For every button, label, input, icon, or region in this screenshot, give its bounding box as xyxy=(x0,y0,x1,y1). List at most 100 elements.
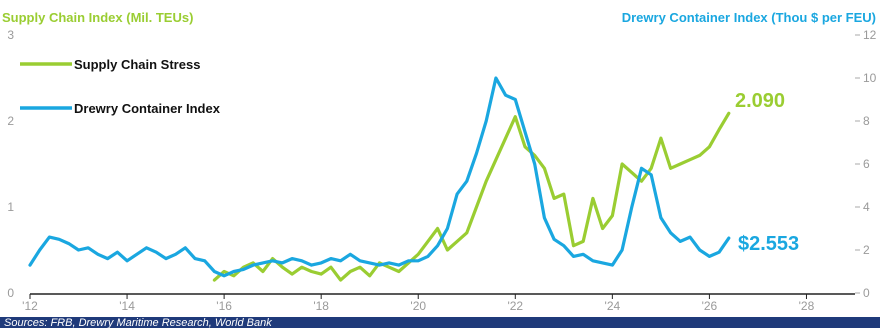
drewry-container-index-point xyxy=(67,242,70,245)
supply-chain-stress-point xyxy=(271,257,274,260)
supply-chain-stress-point xyxy=(689,158,691,161)
right-y-tick-label: 4 xyxy=(863,200,870,214)
drewry-container-index-point xyxy=(106,257,109,260)
supply-chain-stress-point xyxy=(485,180,488,183)
supply-chain-stress-point xyxy=(310,270,313,273)
x-tick-label: '14 xyxy=(119,299,135,313)
supply-chain-stress-point xyxy=(514,115,517,118)
drewry-container-index-point xyxy=(320,262,323,264)
supply-chain-stress-point xyxy=(339,279,342,281)
supply-chain-stress-point xyxy=(562,193,565,196)
supply-chain-stress-point xyxy=(417,253,420,256)
left-y-tick-label: 3 xyxy=(7,28,14,42)
supply-chain-stress-point xyxy=(359,266,361,269)
drewry-container-index-point xyxy=(135,253,138,256)
drewry-container-index-point xyxy=(232,270,235,273)
drewry-container-index-point xyxy=(77,249,80,251)
drewry-container-index-point xyxy=(271,259,274,262)
drewry-container-index-point xyxy=(194,257,196,260)
supply-chain-stress-point xyxy=(669,167,672,170)
supply-chain-stress-point xyxy=(630,171,633,174)
supply-chain-stress-line xyxy=(212,111,731,282)
supply-chain-stress-point xyxy=(640,180,643,183)
drewry-container-index-point xyxy=(174,253,177,256)
supply-chain-stress-point xyxy=(252,262,255,264)
drewry-container-index-point xyxy=(495,77,497,79)
x-tick-label: '16 xyxy=(216,299,232,313)
right-y-tick-label: 6 xyxy=(863,157,870,171)
supply-chain-stress-point xyxy=(330,266,332,269)
drewry-container-index-point xyxy=(592,259,594,262)
drewry-container-index-point xyxy=(679,240,682,243)
drewry-container-index-point xyxy=(650,173,653,176)
supply-chain-stress-point xyxy=(223,270,226,273)
end-value-labels: 2.090 $2.553 xyxy=(735,90,799,255)
supply-chain-stress-point xyxy=(504,137,507,140)
drewry-container-index-point xyxy=(242,268,245,271)
drewry-container-index-point xyxy=(252,264,255,266)
right-y-axis: 0 2 4 6 8 10 12 xyxy=(855,28,877,300)
supply-chain-stress-point xyxy=(679,163,682,165)
supply-chain-stress-point xyxy=(436,227,439,230)
drewry-container-index-point xyxy=(116,251,119,254)
supply-chain-stress-point xyxy=(727,112,730,115)
supply-chain-stress-point xyxy=(650,167,653,170)
drewry-container-index-point xyxy=(621,249,623,251)
drewry-container-index-point xyxy=(87,246,90,249)
drewry-container-index-point xyxy=(427,255,429,258)
left-axis-title: Supply Chain Index (Mil. TEUs) xyxy=(2,10,193,25)
drewry-container-index-point xyxy=(572,255,575,258)
drewry-container-index-point xyxy=(38,249,41,251)
drewry-container-index-point xyxy=(456,193,458,196)
supply-chain-stress-point xyxy=(621,163,623,165)
drewry-container-index-point xyxy=(417,259,420,262)
supply-chain-stress-point xyxy=(368,274,371,277)
drewry-container-index-point xyxy=(669,231,672,234)
x-tick-label: '22 xyxy=(507,299,523,313)
drewry-container-index-point xyxy=(514,98,517,101)
drewry-container-index-point xyxy=(145,246,148,249)
drewry-container-index-point xyxy=(727,237,730,240)
supply-chain-stress-point xyxy=(397,270,400,273)
supply-chain-stress-point xyxy=(698,154,701,157)
drewry-container-index-point xyxy=(291,257,293,260)
drewry-container-index-point xyxy=(407,259,410,262)
x-axis: '12 '14 '16 '18 '20 '22 '24 '26 '28 xyxy=(22,293,855,313)
supply-chain-stress-point xyxy=(232,274,235,277)
drewry-container-index-point xyxy=(359,259,361,262)
supply-chain-stress-point xyxy=(592,197,594,200)
right-y-tick-label: 10 xyxy=(863,71,877,85)
supply-chain-stress-point xyxy=(349,270,352,273)
drewry-container-index-point xyxy=(97,253,99,256)
supply-chain-stress-point xyxy=(572,244,575,247)
drewry-container-index-point xyxy=(475,152,478,155)
supply-chain-stress-point xyxy=(611,214,614,217)
right-y-tick-label: 0 xyxy=(863,286,870,300)
supply-chain-stress-point xyxy=(543,167,546,170)
drewry-container-index-point xyxy=(601,262,604,264)
supply-chain-stress-point xyxy=(456,240,458,243)
supply-chain-stress-point xyxy=(427,240,429,243)
left-y-tick-label: 2 xyxy=(7,114,14,128)
drewry-container-index-point xyxy=(155,251,158,254)
drewry-container-index-point xyxy=(339,259,342,262)
legend: Supply Chain Stress Drewry Container Inde… xyxy=(20,57,221,116)
drewry-container-index-point xyxy=(562,244,565,247)
drewry-container-index-point xyxy=(708,255,711,258)
sources-note: Sources: FRB, Drewry Maritime Research, … xyxy=(4,317,272,328)
drewry-container-index-point xyxy=(368,262,371,264)
supply-chain-stress-point xyxy=(601,227,604,230)
supply-chain-stress-point xyxy=(281,266,284,269)
drewry-container-index-point xyxy=(29,264,31,266)
drewry-container-index-point xyxy=(485,120,488,122)
supply-chain-stress-point xyxy=(291,273,293,275)
supply-chain-stress-point xyxy=(553,197,555,200)
supply-chain-stress-point xyxy=(718,128,720,131)
drewry-container-index-point xyxy=(281,262,284,264)
supply-chain-stress-point xyxy=(378,262,381,264)
left-y-tick-label: 1 xyxy=(7,200,14,214)
supply-chain-stress-point xyxy=(660,137,662,140)
drewry-container-index-point xyxy=(524,130,526,133)
